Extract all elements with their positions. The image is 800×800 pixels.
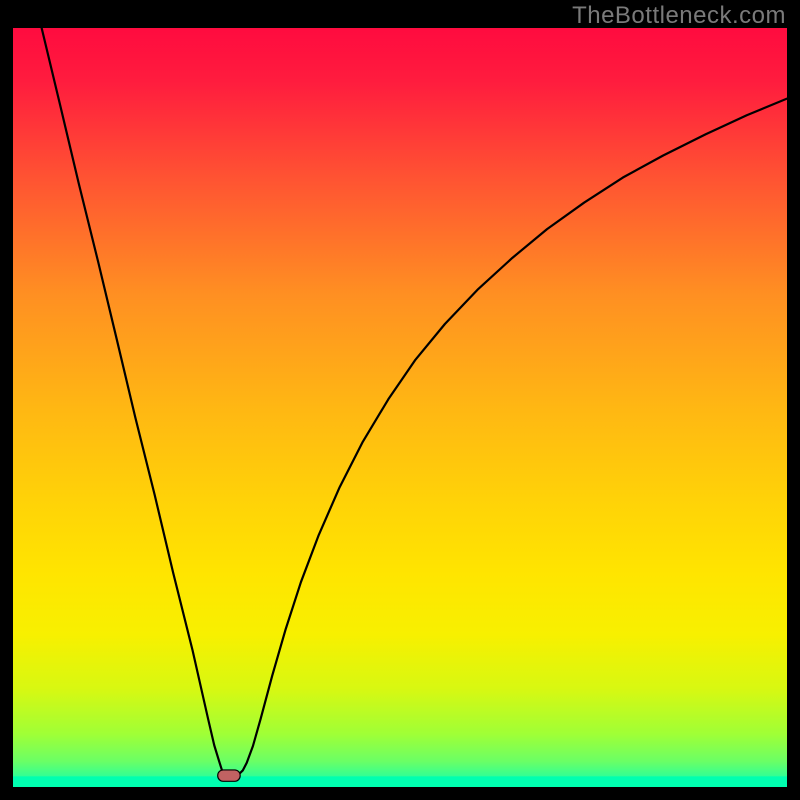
plot-svg (13, 28, 787, 787)
bottom-band (13, 776, 787, 787)
figure-container: TheBottleneck.com (0, 0, 800, 800)
plot-area (13, 28, 787, 787)
gradient-background (13, 28, 787, 787)
minimum-marker (218, 770, 240, 781)
watermark-text: TheBottleneck.com (572, 2, 786, 30)
